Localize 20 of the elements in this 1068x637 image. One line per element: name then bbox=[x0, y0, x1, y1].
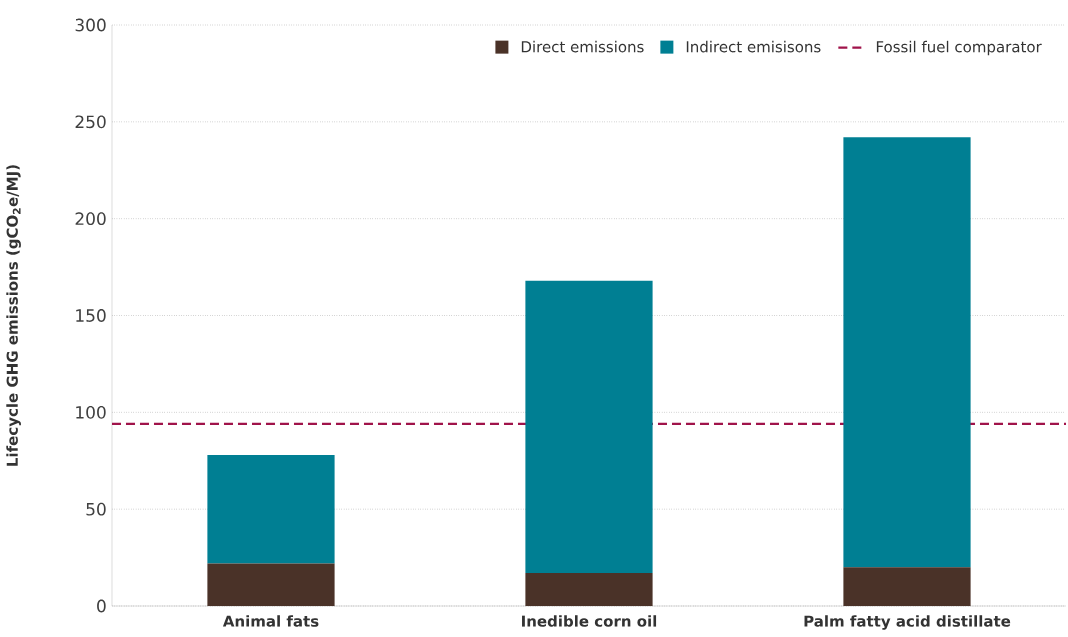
y-tick-label: 0 bbox=[97, 599, 106, 613]
y-tick-label: 300 bbox=[75, 18, 106, 32]
x-tick-label: Animal fats bbox=[222, 615, 319, 627]
bar bbox=[525, 573, 653, 607]
bar bbox=[843, 567, 971, 607]
bar bbox=[207, 563, 335, 607]
x-tick-label: Palm fatty acid distillate bbox=[804, 615, 1011, 630]
y-tick-label: 150 bbox=[76, 309, 106, 322]
y-tick-label: 250 bbox=[75, 115, 106, 129]
legend-label: Fossil fuel comparator bbox=[876, 40, 1042, 56]
x-tick-label: Inedible corn oil bbox=[522, 615, 657, 627]
y-tick-label: 200 bbox=[75, 212, 106, 226]
bar bbox=[207, 454, 335, 564]
legend-label: Indirect emisisons bbox=[686, 40, 821, 53]
y-tick-label: 50 bbox=[86, 502, 106, 516]
legend-label: Direct emissions bbox=[521, 40, 644, 53]
bar bbox=[525, 280, 653, 574]
y-tick-label: 100 bbox=[76, 405, 106, 419]
bar bbox=[843, 137, 971, 568]
y-axis-title: Lifecycle GHG emissions (gCO$_{2}$e/MJ) bbox=[6, 165, 21, 466]
